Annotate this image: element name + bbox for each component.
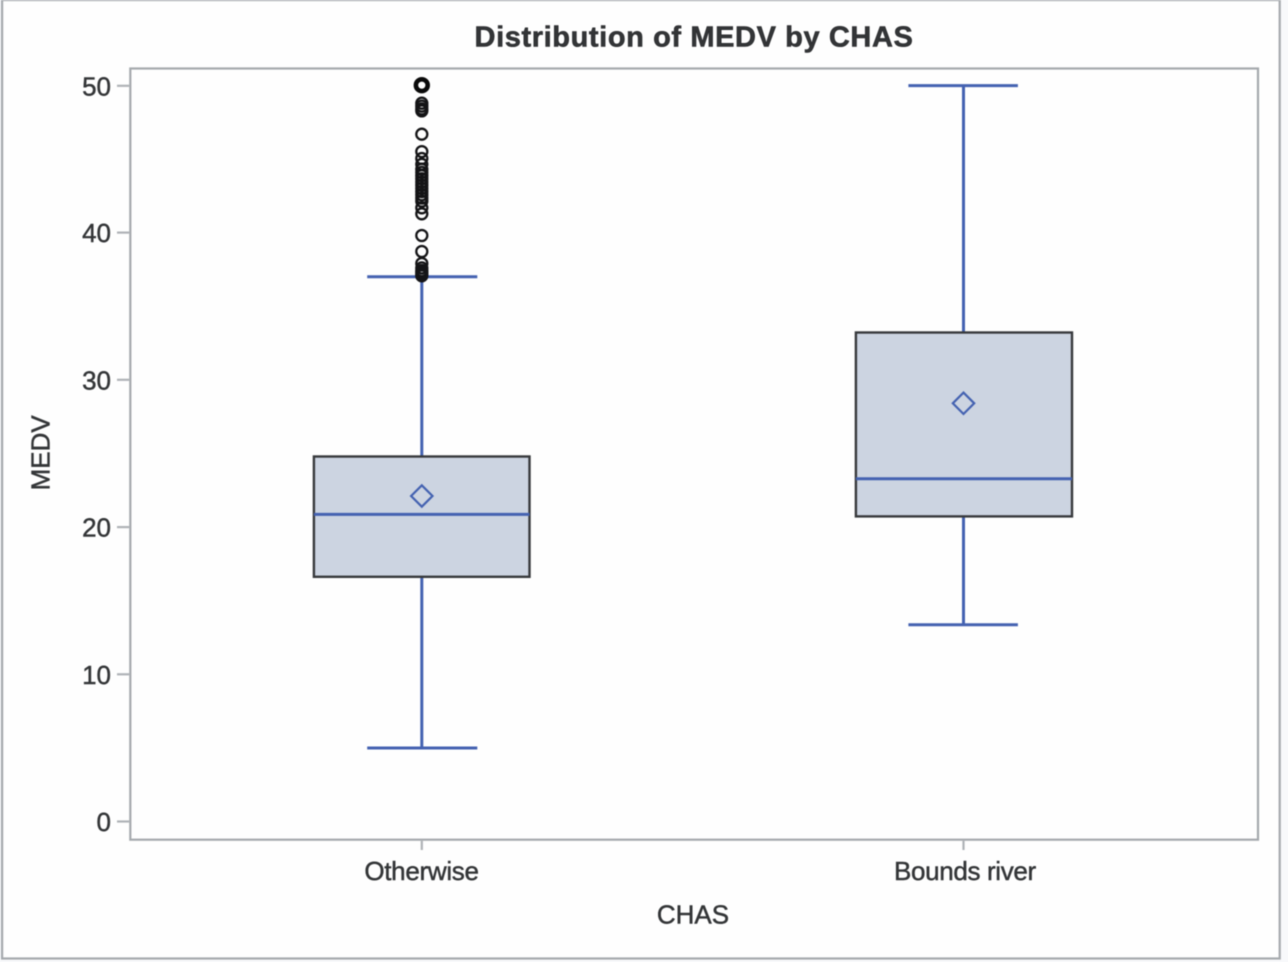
svg-text:MEDV: MEDV (25, 415, 55, 491)
svg-text:0: 0 (97, 807, 111, 837)
svg-text:Distribution of MEDV by CHAS: Distribution of MEDV by CHAS (475, 21, 914, 53)
svg-text:20: 20 (82, 513, 111, 543)
svg-text:30: 30 (82, 365, 111, 395)
svg-text:50: 50 (82, 71, 111, 101)
svg-text:CHAS: CHAS (657, 900, 729, 930)
svg-text:40: 40 (82, 218, 111, 248)
svg-text:10: 10 (82, 660, 111, 690)
svg-text:Otherwise: Otherwise (364, 856, 478, 886)
svg-text:Bounds river: Bounds river (894, 856, 1036, 886)
